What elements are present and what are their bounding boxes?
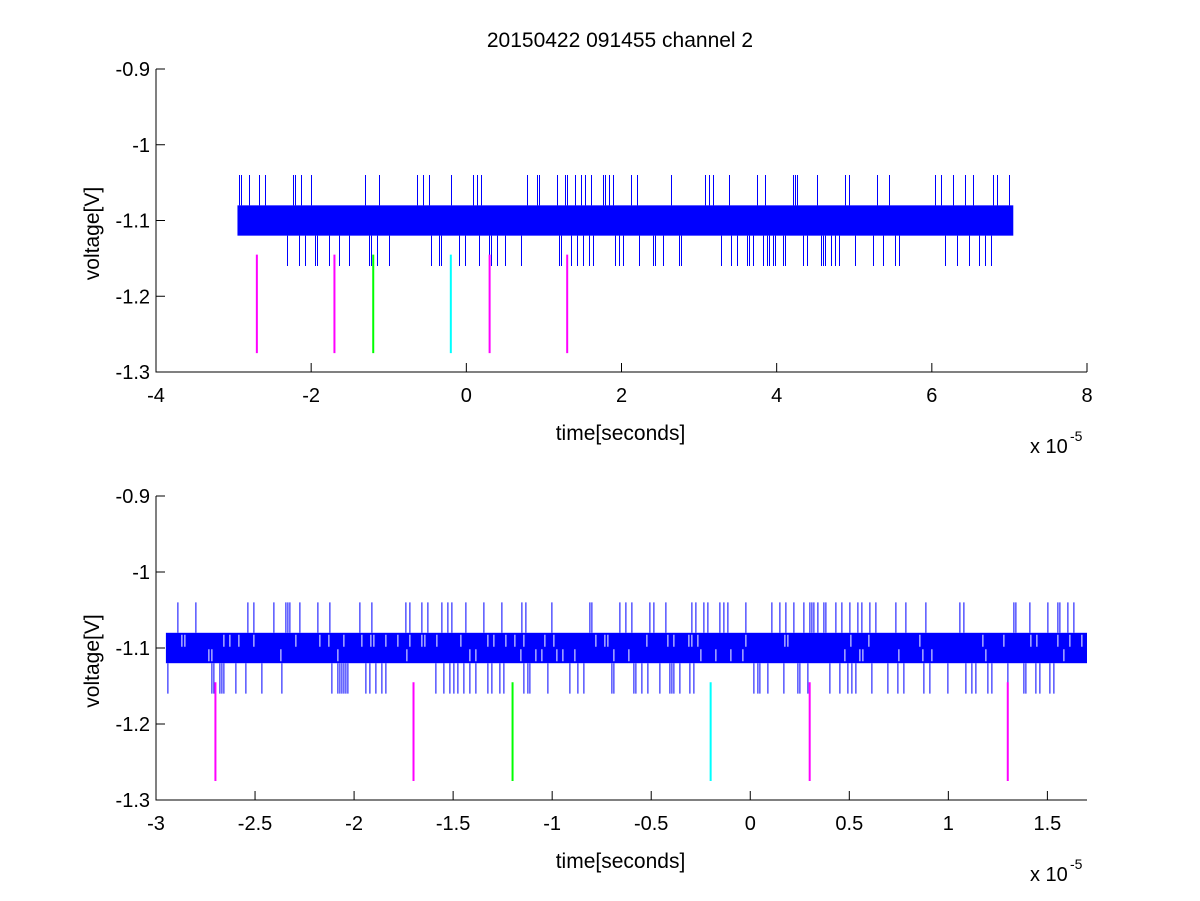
top-x-tick-label: -4 bbox=[147, 385, 165, 407]
bottom-y-tick-label: -1.1 bbox=[116, 638, 150, 660]
top-x-tick-label: 6 bbox=[926, 385, 937, 407]
top-x-axis-label: time[seconds] bbox=[556, 422, 686, 445]
bottom-x-tick-label: 0 bbox=[745, 813, 756, 835]
bottom-y-tick-label: -1.3 bbox=[116, 790, 150, 812]
bottom-x-tick-label: -1 bbox=[543, 813, 561, 835]
top-y-axis-label: voltage[V] bbox=[81, 187, 104, 280]
top-x-tick-label: 2 bbox=[616, 385, 627, 407]
top-x-tick-label: -2 bbox=[302, 385, 320, 407]
top-x-tick-label: 4 bbox=[771, 385, 782, 407]
bottom-x-tick-label: 0.5 bbox=[835, 813, 863, 835]
top-signal-band bbox=[237, 205, 1014, 236]
top-x-tick-label: 8 bbox=[1081, 385, 1092, 407]
bottom-signal-band bbox=[165, 632, 1088, 664]
bottom-x-tick-label: -2.5 bbox=[238, 813, 272, 835]
top-x-exponent-power: -5 bbox=[1070, 428, 1083, 444]
bottom-x-exponent-label: x 10 bbox=[1030, 864, 1068, 886]
bottom-x-axis-label: time[seconds] bbox=[556, 850, 686, 873]
bottom-x-exponent-power: -5 bbox=[1070, 856, 1083, 872]
bottom-x-tick-label: 1.5 bbox=[1033, 813, 1061, 835]
bottom-x-tick-label: -1.5 bbox=[436, 813, 470, 835]
top-y-tick-label: -1.1 bbox=[116, 211, 150, 233]
bottom-y-tick-label: -1 bbox=[132, 562, 150, 584]
bottom-y-axis-label: voltage[V] bbox=[81, 614, 104, 707]
top-y-tick-label: -1 bbox=[132, 135, 150, 157]
top-axes: -4 -2 0 2 4 6 8 -0.9 -1 -1.1 -1.2 -1.3 time[seconds]… bbox=[81, 59, 1093, 458]
top-y-tick-label: -0.9 bbox=[116, 59, 150, 81]
top-signal-spikes bbox=[239, 175, 1010, 266]
bottom-signal-spikes bbox=[167, 602, 1075, 694]
top-y-tick-label: -1.3 bbox=[116, 362, 150, 384]
bottom-axes: -3 -2.5 -2 -1.5 -1 -0.5 0 0.5 1 1.5 -0.9 -1 -1.1 -1.2… bbox=[81, 486, 1088, 886]
bottom-x-tick-label: -2 bbox=[345, 813, 363, 835]
bottom-x-tick-label: -0.5 bbox=[634, 813, 668, 835]
figure-title: 20150422 091455 channel 2 bbox=[487, 29, 753, 52]
bottom-y-tick-label: -0.9 bbox=[116, 486, 150, 508]
bottom-x-tick-label: -3 bbox=[147, 813, 165, 835]
bottom-y-tick-label: -1.2 bbox=[116, 714, 150, 736]
bottom-x-tick-label: 1 bbox=[943, 813, 954, 835]
top-x-tick-label: 0 bbox=[461, 385, 472, 407]
top-y-tick-label: -1.2 bbox=[116, 286, 150, 308]
top-x-exponent-label: x 10 bbox=[1030, 436, 1068, 458]
bottom-signal-gaps bbox=[181, 634, 1083, 662]
